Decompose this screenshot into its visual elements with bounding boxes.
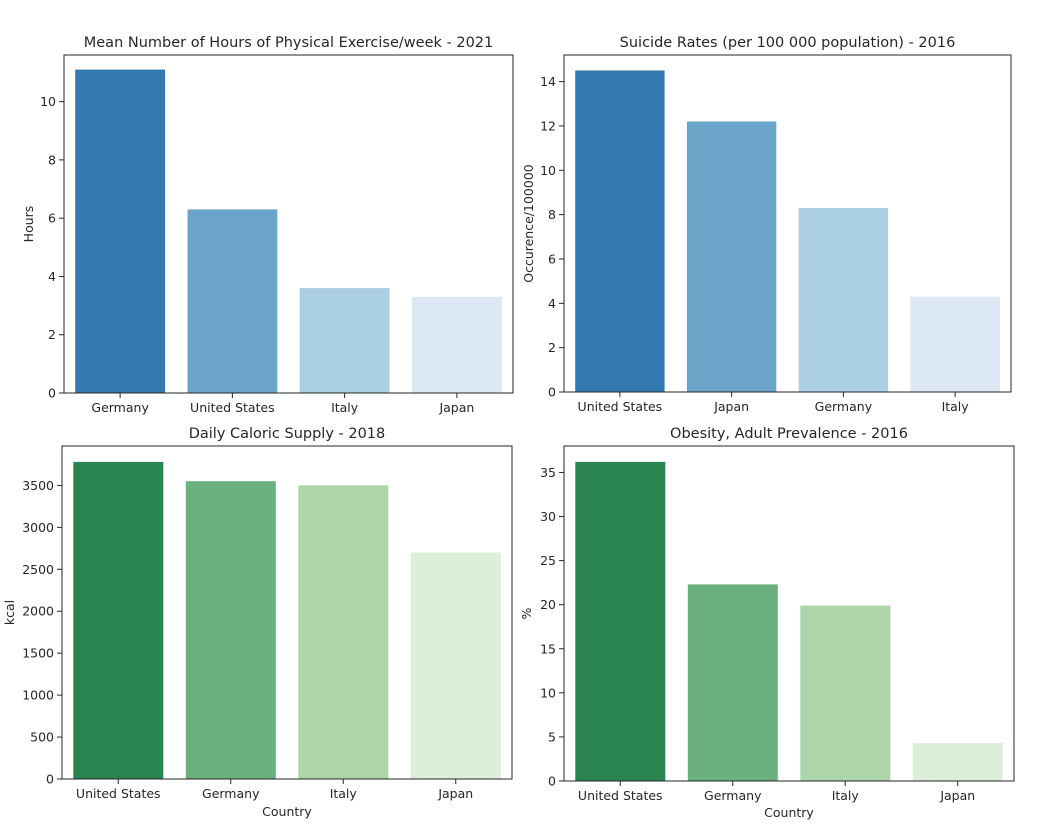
x-tick-label: Japan bbox=[438, 400, 474, 415]
y-tick-label: 30 bbox=[540, 509, 556, 524]
chart-title: Obesity, Adult Prevalence - 2016 bbox=[670, 426, 908, 442]
y-tick-label: 500 bbox=[30, 730, 54, 745]
chart-title: Suicide Rates (per 100 000 population) -… bbox=[620, 35, 956, 51]
bar-germany bbox=[798, 208, 889, 392]
chart-suicide-rates: Suicide Rates (per 100 000 population) -… bbox=[521, 35, 1012, 414]
y-tick-label: 0 bbox=[548, 774, 556, 789]
y-tick-label: 5 bbox=[548, 729, 556, 744]
x-tick-label: United States bbox=[190, 400, 275, 415]
y-tick-label: 10 bbox=[540, 163, 556, 178]
x-tick-label: Germany bbox=[704, 788, 762, 803]
y-tick-label: 1000 bbox=[22, 688, 54, 703]
y-tick-label: 14 bbox=[540, 74, 556, 89]
y-tick-label: 10 bbox=[540, 685, 556, 700]
y-tick-label: 4 bbox=[548, 296, 556, 311]
y-axis-label: % bbox=[519, 607, 534, 619]
y-tick-label: 3000 bbox=[22, 520, 54, 535]
y-tick-label: 2500 bbox=[22, 562, 54, 577]
chart-obesity-prevalence: Obesity, Adult Prevalence - 2016 % Count… bbox=[519, 426, 1015, 820]
y-tick-label: 20 bbox=[540, 597, 556, 612]
y-tick-label: 0 bbox=[46, 772, 54, 787]
x-tick-label: Japan bbox=[713, 399, 749, 414]
bar-japan bbox=[686, 121, 777, 392]
bar-italy bbox=[298, 485, 389, 779]
bar-united-states bbox=[187, 209, 278, 393]
bar-germany bbox=[185, 481, 276, 779]
x-tick-label: Germany bbox=[815, 399, 873, 414]
bar-united-states bbox=[73, 461, 164, 779]
y-tick-label: 0 bbox=[48, 386, 56, 401]
bar-italy bbox=[299, 288, 390, 393]
x-tick-label: Germany bbox=[91, 400, 149, 415]
y-tick-label: 8 bbox=[548, 207, 556, 222]
y-tick-label: 0 bbox=[548, 385, 556, 400]
x-tick-label: Germany bbox=[202, 786, 260, 801]
plot-frame bbox=[563, 54, 1012, 393]
bar-united-states bbox=[575, 461, 666, 781]
x-axis-label: Country bbox=[262, 804, 312, 819]
plot-frame bbox=[61, 445, 513, 780]
x-tick-label: Japan bbox=[939, 788, 975, 803]
bar-germany bbox=[75, 69, 165, 393]
y-tick-label: 4 bbox=[48, 269, 56, 284]
y-tick-label: 2 bbox=[548, 340, 556, 355]
y-tick-label: 35 bbox=[540, 465, 556, 480]
bar-germany bbox=[687, 584, 778, 781]
y-tick-label: 15 bbox=[540, 641, 556, 656]
plot-frame bbox=[63, 54, 514, 394]
chart-title: Daily Caloric Supply - 2018 bbox=[189, 426, 386, 442]
y-tick-label: 6 bbox=[548, 251, 556, 266]
plot-frame bbox=[563, 445, 1015, 782]
y-axis-label: kcal bbox=[2, 600, 17, 625]
x-axis-label: Country bbox=[764, 805, 814, 820]
chart-exercise-hours: Mean Number of Hours of Physical Exercis… bbox=[21, 35, 514, 415]
chart-caloric-supply: Daily Caloric Supply - 2018 kcal Country… bbox=[2, 426, 513, 819]
y-tick-label: 12 bbox=[540, 118, 556, 133]
bar-japan bbox=[412, 296, 502, 393]
bar-italy bbox=[910, 296, 1000, 392]
y-tick-label: 1500 bbox=[22, 646, 54, 661]
chart-title: Mean Number of Hours of Physical Exercis… bbox=[84, 35, 494, 51]
y-tick-label: 6 bbox=[48, 211, 56, 226]
x-tick-label: Japan bbox=[437, 786, 473, 801]
y-axis-label: Occurence/100000 bbox=[521, 164, 536, 283]
y-tick-label: 2 bbox=[48, 327, 56, 342]
y-tick-label: 10 bbox=[40, 94, 56, 109]
y-tick-label: 2000 bbox=[22, 604, 54, 619]
x-tick-label: United States bbox=[578, 399, 663, 414]
y-tick-label: 3500 bbox=[22, 478, 54, 493]
y-tick-label: 25 bbox=[540, 553, 556, 568]
x-tick-label: United States bbox=[578, 788, 663, 803]
y-axis-label: Hours bbox=[21, 206, 36, 243]
y-tick-label: 8 bbox=[48, 152, 56, 167]
x-tick-label: Italy bbox=[330, 786, 358, 801]
x-tick-label: Italy bbox=[942, 399, 970, 414]
bar-united-states bbox=[575, 70, 665, 392]
bar-italy bbox=[800, 605, 891, 781]
bar-japan bbox=[410, 552, 501, 779]
bar-japan bbox=[912, 743, 1003, 781]
x-tick-label: Italy bbox=[331, 400, 359, 415]
x-tick-label: United States bbox=[76, 786, 161, 801]
x-tick-label: Italy bbox=[832, 788, 860, 803]
